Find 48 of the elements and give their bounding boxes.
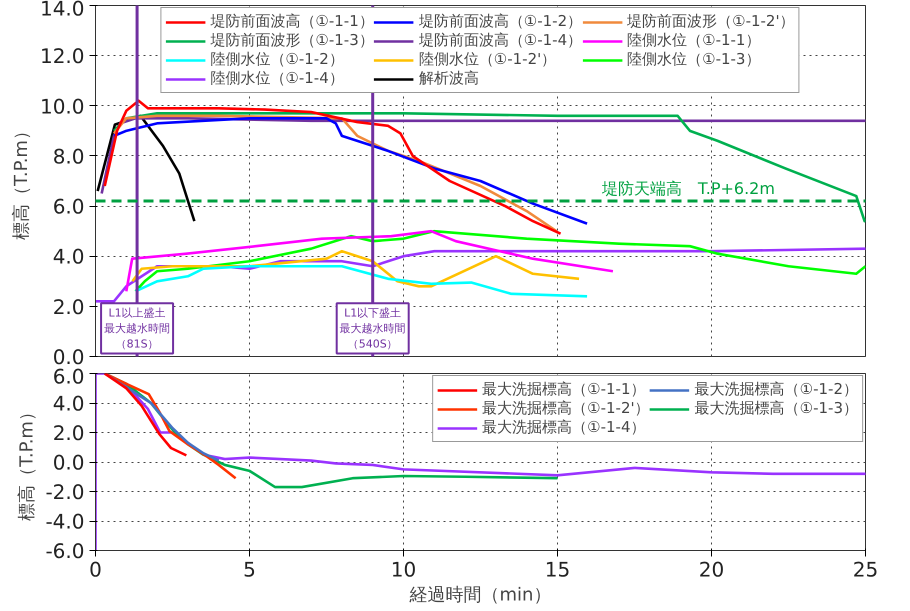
x-axis-title: 経過時間（min） (408, 584, 552, 606)
line-series (96, 374, 866, 550)
legend-label: 最大洗掘標高（①-1-2） (694, 380, 858, 399)
line-series (103, 99, 562, 235)
y-tick-label: 2.0 (52, 421, 85, 445)
x-tick-label: 10 (390, 558, 416, 582)
y-tick-label: 8.0 (52, 144, 85, 168)
x-tick-label: 15 (544, 558, 570, 582)
legend-label: 最大洗掘標高（①-1-2'） (482, 399, 650, 418)
x-tick-label: 0 (89, 558, 102, 582)
legend-label: 堤防前面波高（①-1-2） (418, 12, 582, 31)
legend-label: 解析波高 (418, 69, 479, 88)
y-tick-label: 14.0 (40, 0, 84, 20)
legend-label: 最大洗掘標高（①-1-1） (482, 380, 646, 399)
y-tick-label: 12.0 (40, 44, 84, 68)
y-axis-title: 標高（T.P.m） (16, 403, 38, 521)
ref-line-label: L1以上盛土最大越水時間（81S） (104, 306, 170, 350)
line-series (134, 264, 588, 298)
legend-label: 陸側水位（①-1-1） (627, 31, 760, 50)
y-tick-label: 2.0 (52, 294, 85, 319)
x-tick-label: 25 (852, 558, 878, 582)
line-series (103, 374, 188, 457)
legend-label: 最大洗掘標高（①-1-3） (694, 399, 858, 418)
legend-label: 最大洗掘標高（①-1-4） (482, 418, 646, 437)
y-tick-label: -6.0 (45, 539, 85, 563)
legend-label: 陸側水位（①-1-2） (210, 50, 344, 69)
legend-label: 陸側水位（①-1-3） (627, 50, 760, 69)
legend-label: 陸側水位（①-1-4） (210, 69, 344, 88)
legend-label: 陸側水位（①-1-2'） (418, 50, 556, 69)
ref-line-label: L1以下盛土最大越水時間（540S） (340, 306, 406, 350)
line-series (112, 112, 866, 222)
y-tick-label: 6.0 (52, 194, 85, 219)
y-tick-label: -2.0 (45, 480, 85, 504)
x-tick-label: 5 (243, 558, 256, 582)
x-tick-label: 20 (698, 558, 724, 582)
ref-line-label: 堤防天端高 T.P+6.2m (600, 179, 775, 198)
y-tick-label: -4.0 (45, 510, 85, 534)
line-series (134, 230, 866, 293)
y-axis-title: 標高（T.P.m） (10, 122, 32, 240)
legend-label: 堤防前面波高（①-1-4） (418, 31, 582, 50)
y-tick-label: 4.0 (52, 392, 85, 416)
line-series (125, 230, 614, 293)
legend-label: 堤防前面波形（①-1-2'） (627, 12, 795, 31)
legend-label: 堤防前面波形（①-1-3） (210, 31, 374, 50)
y-tick-label: 0.0 (52, 450, 85, 474)
y-tick-label: 4.0 (52, 244, 85, 269)
y-tick-label: 10.0 (40, 94, 84, 118)
legend-label: 堤防前面波高（①-1-1） (210, 12, 374, 31)
